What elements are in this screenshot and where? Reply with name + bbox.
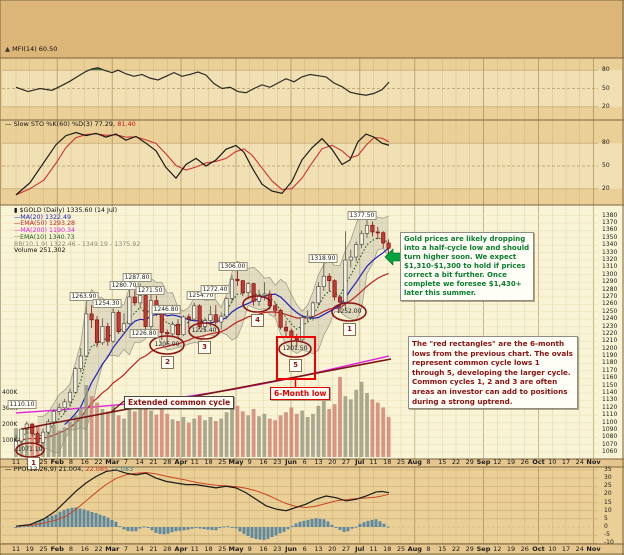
legend-segment: MFI(14) 60.50	[12, 45, 58, 53]
legend-row: ···EMA(10) 1340.73	[14, 233, 75, 241]
legend-row: Volume 251,302	[14, 247, 66, 255]
legend-row: —MA(200) 1190.34	[14, 227, 76, 235]
legend-segment: —	[5, 120, 14, 128]
mfi-legend: ▲ MFI(14) 60.50	[5, 46, 57, 53]
legend-segment: — PPO(12,26,9) 21.004,	[5, 465, 86, 473]
legend-row: —EMA(50) 1293.28	[14, 220, 75, 228]
six-month-low-label: 6-Month low	[270, 387, 331, 400]
ppo-legend: — PPO(12,26,9) 21.004, 22.085, -1.083	[5, 466, 133, 473]
green-forecast-note: Gold prices are likely dropping into a h…	[400, 232, 534, 301]
legend-segment: Slow STO %K(60) %D(3) 77.29,	[13, 120, 118, 128]
legend-segment: ▲	[5, 45, 13, 53]
main-chart-legend: ▮ $GOLD (Daily) 1335.60 (14 Jul) —MA(20) …	[14, 207, 141, 255]
slow-sto-legend: — Slow STO %K(60) %D(3) 77.29, 81.40	[5, 121, 136, 128]
legend-segment: 22.085,	[85, 465, 113, 473]
extended-common-cycle-label: Extended common cycle	[124, 396, 235, 409]
legend-segment: -1.083	[112, 465, 134, 473]
legend-segment: 81.40	[117, 120, 136, 128]
legend-row: ▮ $GOLD (Daily) 1335.60 (14 Jul)	[14, 207, 118, 214]
legend-row: BB(10,1.9) 1322.46 - 1349.19 - 1375.92	[14, 240, 141, 248]
cycle-explanation-note: The "red rectangles" are the 6-month low…	[408, 336, 578, 410]
legend-row: —MA(20) 1322.49	[14, 213, 72, 221]
